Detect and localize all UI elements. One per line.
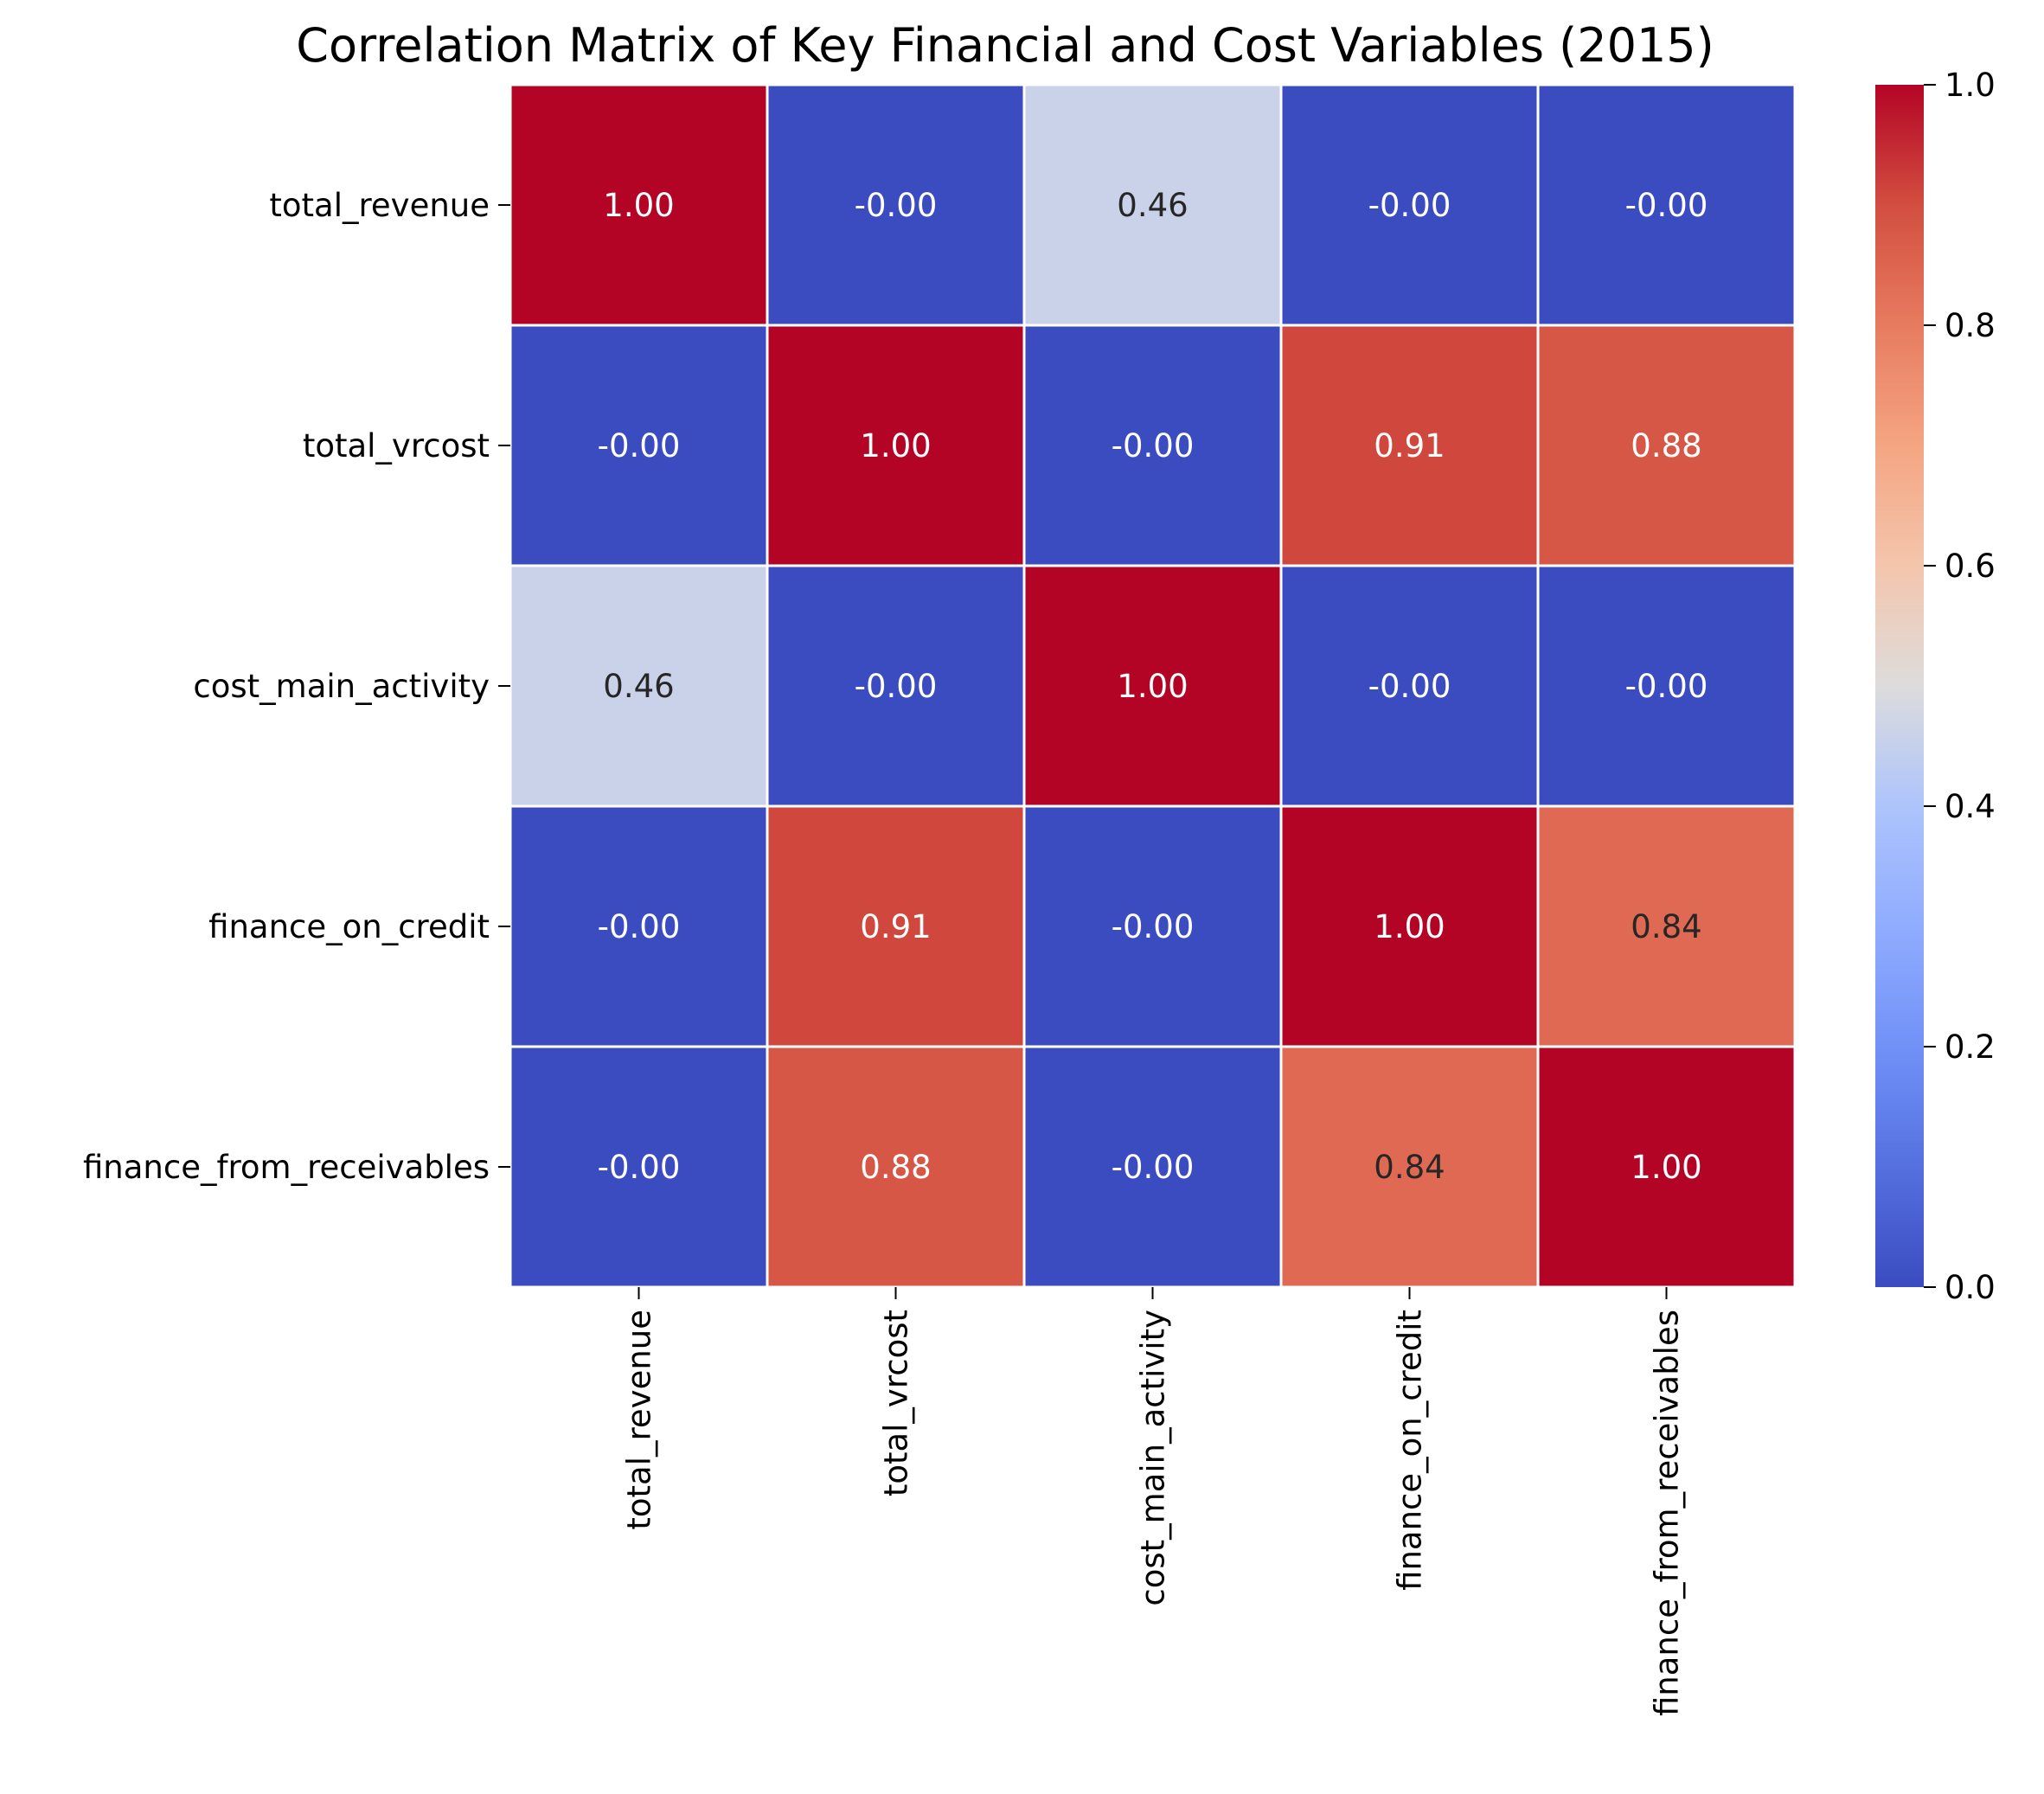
heatmap-cell-2-4 <box>1536 564 1797 808</box>
heatmap-cell-0-0 <box>509 83 769 327</box>
cell-annotation-4-4: 1.00 <box>1631 1149 1701 1186</box>
colorbar-tick-label-1: 0.2 <box>1945 1028 1996 1066</box>
cell-annotation-0-1: -0.00 <box>855 187 938 224</box>
heatmap-cell-4-0 <box>509 1045 769 1289</box>
cell-annotation-4-0: -0.00 <box>598 1149 681 1186</box>
cell-annotation-4-3: 0.84 <box>1374 1149 1445 1186</box>
x-tick-label-3: finance_on_credit <box>1392 1310 1429 1591</box>
cell-annotation-2-1: -0.00 <box>855 668 938 705</box>
colorbar-tick-label-2: 0.4 <box>1945 788 1996 825</box>
y-tick-label-2: cost_main_activity <box>193 668 490 705</box>
cell-annotation-3-4: 0.84 <box>1631 908 1701 945</box>
heatmap-cell-0-3 <box>1279 83 1540 327</box>
cell-annotation-3-0: -0.00 <box>598 908 681 945</box>
cell-annotation-0-3: -0.00 <box>1368 187 1451 224</box>
cell-annotation-2-0: 0.46 <box>603 668 674 705</box>
chart-title: Correlation Matrix of Key Financial and … <box>296 18 1714 73</box>
colorbar-tick-label-4: 0.8 <box>1945 307 1996 344</box>
y-tick-label-0: total_revenue <box>269 187 490 224</box>
y-tick-label-1: total_vrcost <box>303 427 490 465</box>
heatmap-cell-1-0 <box>509 324 769 567</box>
x-tick-label-0: total_revenue <box>621 1310 658 1530</box>
heatmap-cell-4-4 <box>1536 1045 1797 1289</box>
y-tick-label-3: finance_on_credit <box>208 908 490 945</box>
heatmap-cell-0-1 <box>766 83 1026 327</box>
cell-annotation-2-4: -0.00 <box>1625 668 1708 705</box>
cell-annotation-2-3: -0.00 <box>1368 668 1451 705</box>
cell-annotation-2-2: 1.00 <box>1117 668 1188 705</box>
x-axis-tick-labels: total_revenue total_vrcost cost_main_activ… <box>621 1287 1686 1716</box>
cell-annotation-3-1: 0.91 <box>860 908 931 945</box>
x-tick-label-4: finance_from_receivables <box>1649 1310 1686 1716</box>
cell-annotation-0-4: -0.00 <box>1625 187 1708 224</box>
cell-annotation-0-0: 1.00 <box>603 187 674 224</box>
heatmap-cell-1-2 <box>1022 324 1283 567</box>
heatmap-cell-0-2 <box>1022 83 1283 327</box>
cell-annotation-1-1: 1.00 <box>860 427 931 465</box>
heatmap-cell-2-1 <box>766 564 1026 808</box>
y-axis-tick-labels: total_revenue total_vrcost cost_main_activ… <box>83 187 510 1186</box>
heatmap-cell-3-4 <box>1536 804 1797 1048</box>
heatmap-cell-3-2 <box>1022 804 1283 1048</box>
x-tick-label-1: total_vrcost <box>878 1310 915 1496</box>
heatmap-cell-2-3 <box>1279 564 1540 808</box>
cell-annotation-4-2: -0.00 <box>1112 1149 1195 1186</box>
cell-annotation-3-3: 1.00 <box>1374 908 1445 945</box>
cell-annotation-1-4: 0.88 <box>1631 427 1701 465</box>
cell-annotation-4-1: 0.88 <box>860 1149 931 1186</box>
heatmap-cell-4-1 <box>766 1045 1026 1289</box>
colorbar-tick-label-0: 0.0 <box>1945 1269 1996 1306</box>
cell-annotation-1-3: 0.91 <box>1374 427 1445 465</box>
x-tick-label-2: cost_main_activity <box>1135 1310 1172 1606</box>
colorbar-gradient <box>1875 85 1924 1287</box>
colorbar: 0.0 0.2 0.4 0.6 0.8 1.0 <box>1875 67 1996 1306</box>
cell-annotation-0-2: 0.46 <box>1117 187 1188 224</box>
cell-annotation-1-0: -0.00 <box>598 427 681 465</box>
y-tick-label-4: finance_from_receivables <box>83 1149 490 1186</box>
cell-annotation-3-2: -0.00 <box>1112 908 1195 945</box>
heatmap-cell-4-2 <box>1022 1045 1283 1289</box>
cell-annotation-1-2: -0.00 <box>1112 427 1195 465</box>
heatmap-cell-2-2 <box>1022 564 1283 808</box>
colorbar-tick-label-5: 1.0 <box>1945 67 1996 104</box>
heatmap-cell-3-3 <box>1279 804 1540 1048</box>
colorbar-tick-label-3: 0.6 <box>1945 548 1996 585</box>
heatmap-cell-1-4 <box>1536 324 1797 567</box>
heatmap-cells: 1.00 -0.00 0.46 -0.00 -0.00 -0.00 1.00 -0.00 0.9… <box>509 83 1797 1289</box>
heatmap-cell-0-4 <box>1536 83 1797 327</box>
heatmap-cell-3-1 <box>766 804 1026 1048</box>
